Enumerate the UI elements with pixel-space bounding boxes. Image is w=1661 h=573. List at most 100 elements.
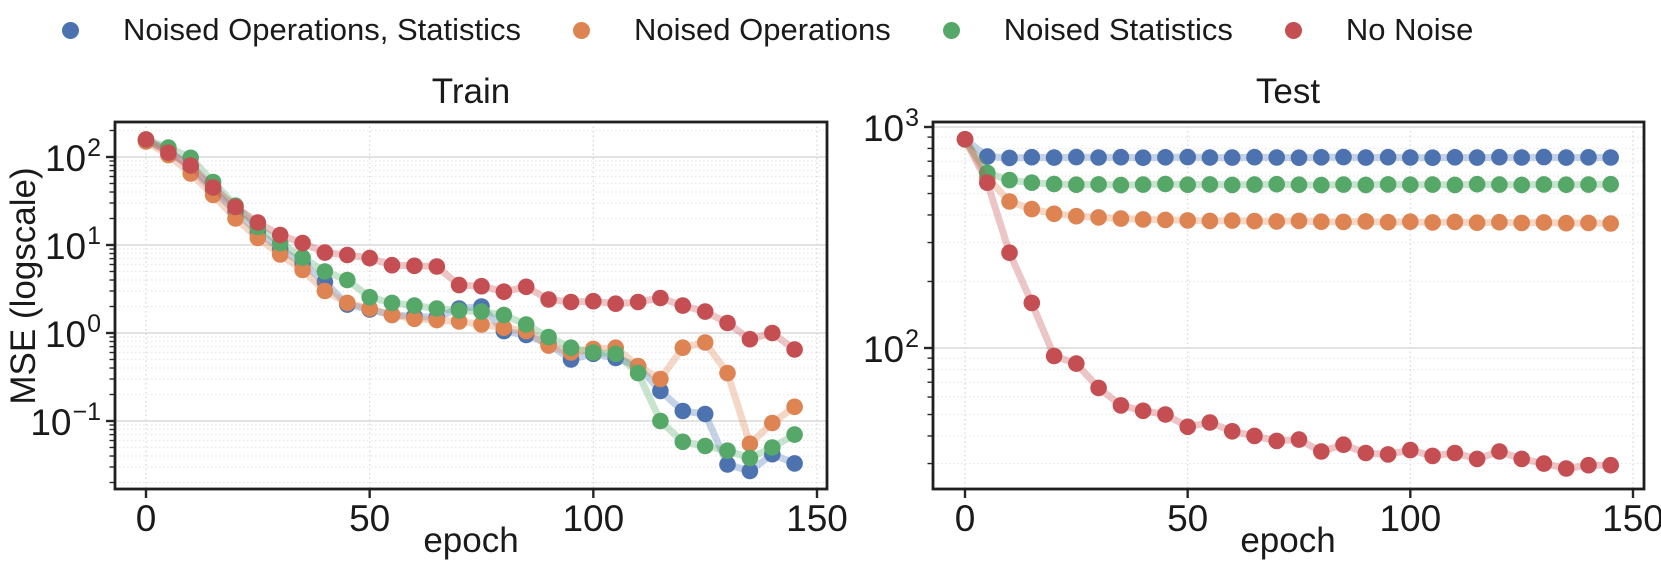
data-point-marker: [607, 345, 624, 363]
legend-label: Noised Operations: [634, 12, 891, 47]
data-point-marker: [1201, 149, 1219, 166]
data-point-marker: [1513, 149, 1530, 166]
data-point-marker: [719, 442, 736, 460]
data-point-marker: [1557, 460, 1575, 477]
data-point-marker: [450, 276, 468, 294]
data-point-marker: [1402, 176, 1419, 193]
data-point-marker: [1068, 207, 1085, 225]
data-point-marker: [1068, 148, 1085, 166]
series-noised-statistics: [956, 131, 1619, 194]
data-point-marker: [517, 316, 535, 333]
data-point-marker: [1379, 446, 1397, 463]
plot-spines: [113, 120, 829, 491]
data-point-marker: [1357, 444, 1375, 462]
data-point-marker: [1001, 149, 1018, 167]
train-x-axis-label: epoch: [423, 521, 519, 560]
data-point-marker: [1134, 402, 1152, 420]
data-point-marker: [652, 289, 669, 307]
data-point-marker: [1246, 427, 1263, 445]
data-point-marker: [585, 292, 602, 310]
data-point-marker: [1402, 213, 1419, 230]
data-point-marker: [1268, 213, 1285, 230]
data-point-marker: [1268, 432, 1285, 450]
series-line: [961, 135, 1615, 189]
data-point-marker: [764, 439, 781, 456]
data-point-marker: [406, 257, 423, 275]
data-point-marker: [1157, 211, 1174, 229]
data-point-marker: [764, 324, 781, 342]
data-point-marker: [1580, 214, 1597, 232]
data-point-marker: [428, 300, 446, 317]
legend-marker-icon: [573, 21, 591, 39]
data-point-marker: [1357, 176, 1375, 194]
data-point-marker: [1335, 176, 1352, 193]
data-point-marker: [979, 148, 996, 165]
data-point-marker: [1023, 200, 1041, 218]
data-point-marker: [674, 339, 692, 357]
panel-train: [106, 120, 829, 498]
data-point-marker: [1424, 447, 1441, 465]
data-point-marker: [741, 435, 759, 453]
data-point-marker: [1134, 149, 1152, 166]
data-point-marker: [249, 214, 267, 231]
data-point-marker: [652, 370, 669, 388]
x-tick-label: 150: [786, 498, 848, 539]
data-point-marker: [227, 210, 244, 227]
data-point-marker: [696, 437, 714, 455]
data-point-marker: [1313, 176, 1330, 194]
x-tick-label: 0: [954, 498, 976, 539]
data-point-marker: [1045, 175, 1063, 193]
data-point-marker: [1379, 176, 1397, 193]
series-no-noise: [137, 131, 803, 358]
data-point-marker: [1513, 450, 1530, 468]
data-point-marker: [1602, 149, 1619, 166]
data-point-marker: [495, 319, 513, 337]
data-point-marker: [1157, 175, 1174, 193]
legend-label: Noised Statistics: [1003, 12, 1233, 47]
data-point-marker: [1535, 148, 1553, 166]
data-point-marker: [1023, 174, 1041, 191]
data-point-marker: [1045, 205, 1063, 223]
data-point-marker: [1001, 171, 1018, 189]
data-point-marker: [1491, 148, 1508, 166]
data-point-marker: [786, 426, 803, 443]
series-noised-operations: [956, 131, 1619, 232]
data-point-marker: [182, 157, 199, 174]
data-point-marker: [1446, 149, 1464, 166]
data-point-marker: [1134, 176, 1152, 193]
y-axis-label: MSE (logscale): [4, 167, 43, 405]
plot-spines: [931, 120, 1646, 491]
data-point-marker: [562, 293, 580, 311]
data-point-marker: [696, 334, 714, 351]
data-point-marker: [1491, 443, 1508, 460]
data-point-marker: [741, 330, 759, 348]
data-point-marker: [1201, 414, 1219, 431]
data-point-marker: [1068, 176, 1085, 193]
data-point-marker: [741, 462, 759, 480]
data-point-marker: [1112, 210, 1130, 227]
data-point-marker: [1491, 213, 1508, 231]
data-point-marker: [1379, 148, 1397, 166]
data-point-marker: [406, 297, 423, 314]
data-point-marker: [406, 310, 423, 328]
data-point-marker: [719, 364, 736, 382]
data-point-marker: [1424, 214, 1441, 231]
data-point-marker: [473, 277, 490, 295]
data-point-marker: [674, 433, 692, 451]
data-point-marker: [428, 258, 446, 275]
data-point-marker: [979, 174, 996, 191]
data-point-marker: [316, 263, 334, 280]
data-point-marker: [1313, 213, 1330, 230]
legend-marker-icon: [942, 21, 960, 39]
data-point-marker: [1023, 294, 1041, 312]
data-point-marker: [1357, 149, 1375, 166]
data-point-marker: [1335, 213, 1352, 231]
data-point-marker: [1468, 175, 1486, 193]
data-point-marker: [1557, 149, 1575, 166]
data-point-marker: [741, 449, 759, 467]
series-line: [961, 135, 1615, 472]
data-point-marker: [316, 244, 334, 261]
data-point-marker: [652, 382, 669, 400]
